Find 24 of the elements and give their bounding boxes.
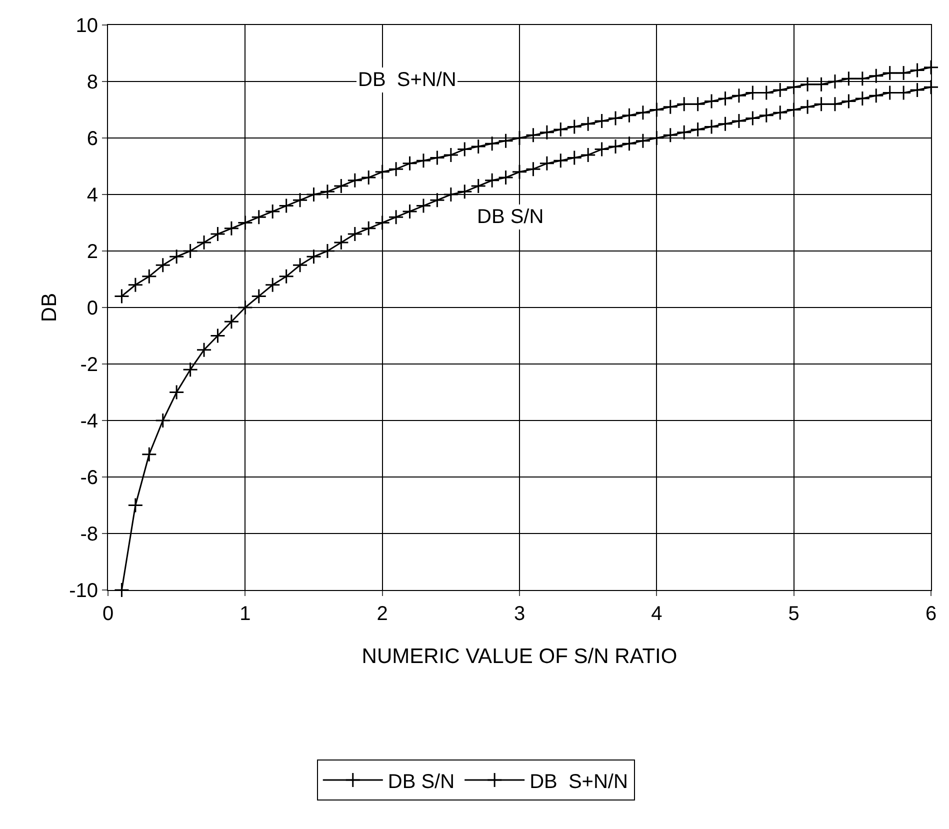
legend-label: DB S+N/N [530,770,628,793]
y-tick-label: -8 [80,524,98,546]
legend-label: DB S/N [388,770,455,793]
y-tick-label: 8 [86,72,98,94]
annotation: DB S+N/N [358,69,456,91]
x-tick-label: 5 [788,603,800,625]
y-tick-label: -6 [80,467,98,489]
y-tick-label: 6 [86,128,98,150]
y-axis-title: DB [38,292,61,322]
y-tick-label: 2 [86,241,98,263]
y-tick-label: -2 [80,354,98,376]
y-tick-label: 10 [76,15,98,37]
x-tick-label: 3 [514,603,526,625]
y-tick-label: -10 [69,580,98,602]
annotation: DB S/N [477,206,544,228]
x-tick-label: 6 [925,603,937,625]
y-tick-label: 4 [86,184,98,206]
y-tick-label: 0 [86,298,98,320]
x-tick-label: 0 [102,603,114,625]
x-axis-title: NUMERIC VALUE OF S/N RATIO [362,645,678,668]
x-tick-label: 4 [651,603,662,625]
x-tick-label: 2 [376,603,388,625]
y-tick-label: -4 [80,410,98,432]
x-tick-label: 1 [240,603,251,625]
